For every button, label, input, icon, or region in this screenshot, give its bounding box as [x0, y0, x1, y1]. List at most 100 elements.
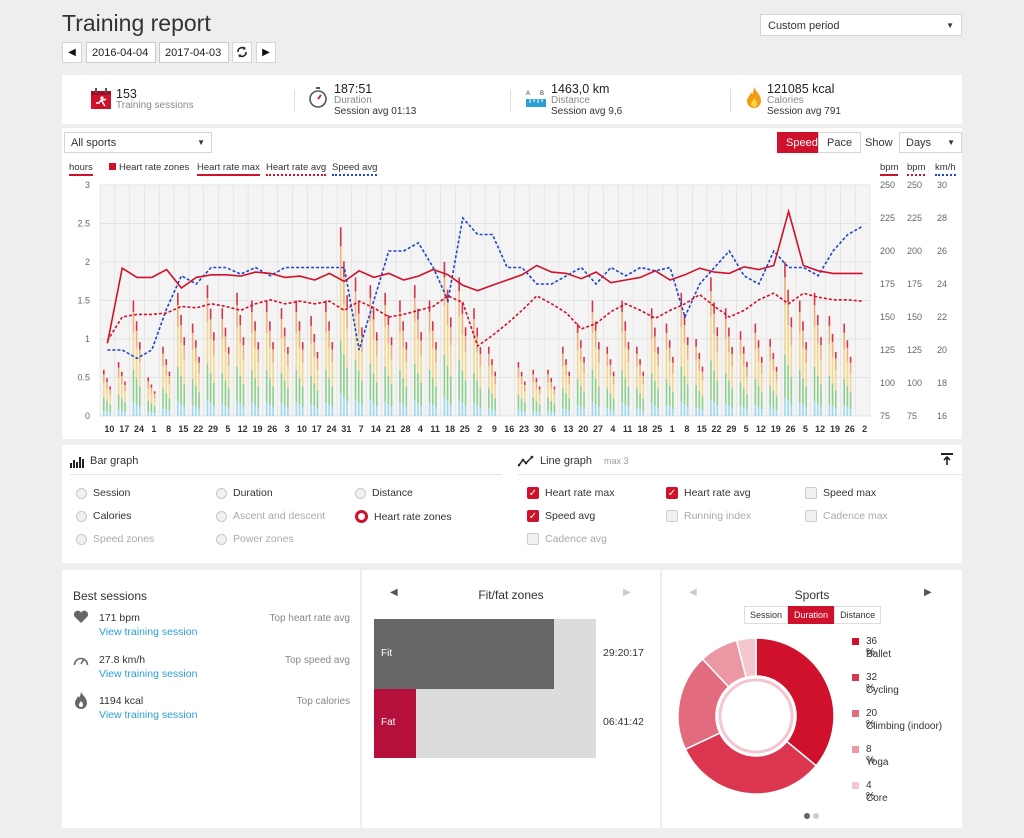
zone-bar [583, 356, 585, 363]
previous-period-button[interactable]: ◀ [62, 42, 82, 63]
zone-bar [443, 397, 446, 416]
zone-bar [135, 347, 138, 379]
zone-bar [458, 291, 460, 317]
carousel-dot-active[interactable] [804, 813, 810, 819]
zone-bar [117, 409, 120, 416]
tab-duration[interactable]: Duration [788, 606, 835, 624]
radio-button[interactable] [355, 510, 368, 523]
line-option[interactable]: ✓ Heart rate max [527, 487, 614, 499]
checkbox[interactable] [805, 487, 817, 499]
previous-arrow-icon[interactable]: ◀ [689, 587, 697, 598]
date-from-input[interactable]: 2016-04-04 [86, 42, 156, 63]
checkbox[interactable] [527, 533, 539, 545]
view-session-link[interactable]: View training session [99, 668, 198, 680]
checkbox[interactable]: ✓ [527, 487, 539, 499]
pace-toggle[interactable]: Pace [818, 132, 862, 153]
zone-bar [346, 295, 348, 308]
refresh-button[interactable] [232, 42, 252, 63]
zone-bar [390, 384, 393, 407]
bpm-tick-label: 75 [880, 411, 890, 421]
zone-bar [346, 307, 348, 330]
next-arrow-icon[interactable]: ▶ [924, 587, 932, 598]
line-option[interactable]: ✓ Speed avg [527, 510, 595, 522]
bar-option[interactable]: Session [76, 487, 130, 499]
bar-option[interactable]: Duration [216, 487, 273, 499]
donut-slice[interactable] [755, 637, 835, 767]
legend-hr-max[interactable]: Heart rate max [197, 162, 260, 176]
bar-option: Ascent and descent [216, 510, 325, 522]
bpm-tick-label: 150 [907, 312, 922, 322]
carousel-dot[interactable] [813, 813, 819, 819]
zone-bar [476, 327, 478, 337]
line-option-label: Cadence avg [545, 533, 607, 545]
export-icon[interactable] [940, 452, 954, 471]
zone-bar [612, 371, 615, 377]
radio-button[interactable] [76, 533, 87, 545]
zone-bar [413, 285, 416, 299]
zone-bar [387, 314, 390, 326]
checkbox[interactable]: ✓ [666, 487, 678, 499]
zone-bar [209, 338, 212, 374]
line-option[interactable]: ✓ Heart rate avg [666, 487, 751, 499]
legend-hr-zones[interactable]: Heart rate zones [109, 162, 189, 173]
zone-bar [354, 277, 357, 292]
zone-bar [813, 366, 816, 402]
radio-button[interactable] [76, 487, 87, 499]
zone-bar [672, 408, 674, 416]
zone-bar [680, 327, 683, 367]
zone-bar [106, 388, 108, 401]
zone-bar [713, 370, 715, 403]
sport-name: Cycling [866, 685, 899, 696]
tab-distance[interactable]: Distance [834, 606, 882, 624]
x-tick-label: 10 [297, 424, 307, 434]
date-to-input[interactable]: 2017-04-03 [159, 42, 229, 63]
next-period-button[interactable]: ▶ [256, 42, 276, 63]
legend-hr-avg[interactable]: Heart rate avg [266, 162, 327, 176]
bar-option[interactable]: Calories [76, 510, 132, 522]
radio-button[interactable] [216, 487, 227, 499]
zone-bar [538, 389, 541, 395]
checkbox[interactable] [805, 510, 817, 522]
zone-bar [576, 379, 579, 405]
tab-session[interactable]: Session [744, 606, 789, 624]
zone-bar [731, 407, 733, 416]
zone-bar [198, 392, 200, 409]
chevron-down-icon: ▼ [197, 138, 205, 147]
view-session-link[interactable]: View training session [99, 709, 198, 721]
period-select[interactable]: Custom period ▼ [760, 14, 962, 36]
radio-button[interactable] [76, 510, 87, 522]
sports-donut-chart[interactable] [676, 636, 836, 796]
checkbox[interactable]: ✓ [527, 510, 539, 522]
fat-label: Fat [381, 717, 396, 728]
radio-button[interactable] [216, 510, 227, 522]
zone-bar [538, 412, 541, 416]
zone-bar [236, 292, 238, 306]
legend-speed-avg[interactable]: Speed avg [332, 162, 378, 176]
donut-slice[interactable] [735, 637, 757, 679]
zone-bar [301, 362, 304, 387]
zone-bar [665, 332, 668, 350]
bar-option[interactable]: Heart rate zones [355, 510, 452, 523]
next-arrow-icon[interactable]: ▶ [623, 587, 631, 598]
radio-button[interactable] [216, 533, 227, 545]
sport-select[interactable]: All sports ▼ [64, 132, 212, 153]
zone-bar [668, 406, 671, 416]
x-tick-label: 12 [238, 424, 248, 434]
view-session-link[interactable]: View training session [99, 626, 198, 638]
zone-bar [547, 374, 549, 383]
donut-slice[interactable] [684, 732, 818, 795]
zone-bar [473, 308, 475, 319]
zone-bar [701, 366, 704, 372]
line-option[interactable]: Speed max [805, 487, 876, 499]
zone-bar [402, 404, 404, 416]
zone-bar [239, 343, 242, 376]
radio-button[interactable] [355, 487, 366, 499]
granularity-select[interactable]: Days ▼ [899, 132, 962, 153]
zone-bar [754, 404, 757, 416]
previous-arrow-icon[interactable]: ◀ [390, 587, 398, 598]
zone-bar [568, 371, 571, 377]
checkbox[interactable] [666, 510, 678, 522]
zone-bar [698, 359, 701, 371]
bar-option[interactable]: Distance [355, 487, 413, 499]
